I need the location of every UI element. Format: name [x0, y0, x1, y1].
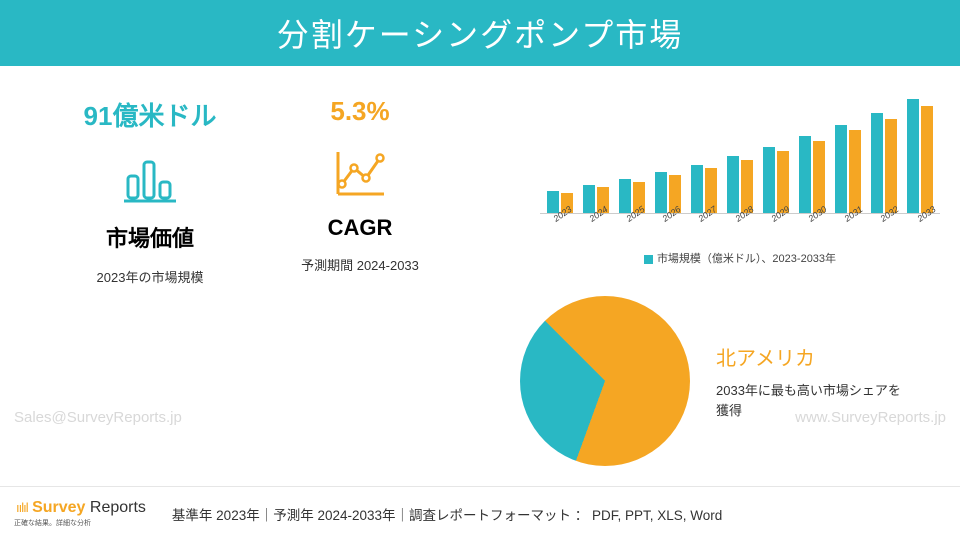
- bar: [547, 191, 559, 213]
- footer: ıılıl Survey Reports 正確な結果。詳細な分析 基準年 202…: [0, 486, 960, 540]
- market-value-amount: 91億米ドル: [60, 96, 240, 133]
- logo-bars-icon: ıılıl: [16, 500, 28, 515]
- legend-square-icon: [644, 255, 653, 264]
- logo-survey: Survey: [32, 499, 85, 516]
- bar: [763, 147, 775, 213]
- header-banner: 分割ケーシングポンプ市場: [0, 0, 960, 66]
- bar: [871, 113, 883, 213]
- watermark-url: www.SurveyReports.jp: [795, 409, 946, 426]
- bar: [885, 119, 897, 213]
- bar-group: [868, 113, 900, 213]
- bar: [921, 106, 933, 213]
- footer-text: 基準年 2023年｜予測年 2024-2033年｜調査レポートフォーマット ： …: [172, 504, 722, 524]
- bar-chart-legend: 市場規模（億米ドル）、2023-2033年: [540, 250, 940, 266]
- market-value-title: 市場価値: [60, 221, 240, 253]
- bar: [691, 165, 703, 213]
- bar: [583, 185, 595, 213]
- bar: [619, 179, 631, 213]
- logo: ıılıl Survey Reports 正確な結果。詳細な分析: [14, 499, 146, 528]
- bar: [799, 136, 811, 213]
- bar-chart-bars: [540, 84, 940, 214]
- cagr-title: CAGR: [270, 215, 450, 241]
- bar: [907, 99, 919, 213]
- bar-group: [796, 136, 828, 213]
- legend-text: 市場規模（億米ドル）、2023-2033年: [657, 253, 836, 265]
- bar-chart-xlabels: 2023202420252026202720282029203020312032…: [540, 218, 940, 228]
- market-value-subtitle: 2023年の市場規模: [60, 267, 240, 286]
- metric-market-value: 91億米ドル 市場価値 2023年の市場規模: [60, 96, 240, 286]
- metric-cagr: 5.3% CAGR 予測期間 2024-2033: [270, 96, 450, 274]
- bar: [655, 172, 667, 213]
- bar-chart: 2023202420252026202720282029203020312032…: [540, 84, 940, 266]
- cagr-subtitle: 予測期間 2024-2033: [270, 255, 450, 274]
- logo-tagline: 正確な結果。詳細な分析: [14, 518, 146, 528]
- bar: [835, 125, 847, 213]
- page-title: 分割ケーシングポンプ市場: [277, 10, 683, 56]
- pie-title: 北アメリカ: [716, 342, 906, 371]
- bar: [727, 156, 739, 213]
- bar-group: [904, 99, 936, 213]
- logo-reports: Reports: [85, 499, 145, 516]
- pie-area: 北アメリカ 2033年に最も高い市場シェアを獲得: [520, 296, 906, 466]
- bar-chart-icon: [60, 151, 240, 207]
- logo-text: ıılıl Survey Reports: [14, 499, 146, 517]
- bar-group: [832, 125, 864, 213]
- cagr-amount: 5.3%: [270, 96, 450, 127]
- line-chart-icon: [270, 145, 450, 201]
- watermark-email: Sales@SurveyReports.jp: [14, 409, 182, 426]
- bar: [849, 130, 861, 213]
- main-area: 91億米ドル 市場価値 2023年の市場規模 5.3% CA: [0, 66, 960, 486]
- pie-chart: [520, 296, 690, 466]
